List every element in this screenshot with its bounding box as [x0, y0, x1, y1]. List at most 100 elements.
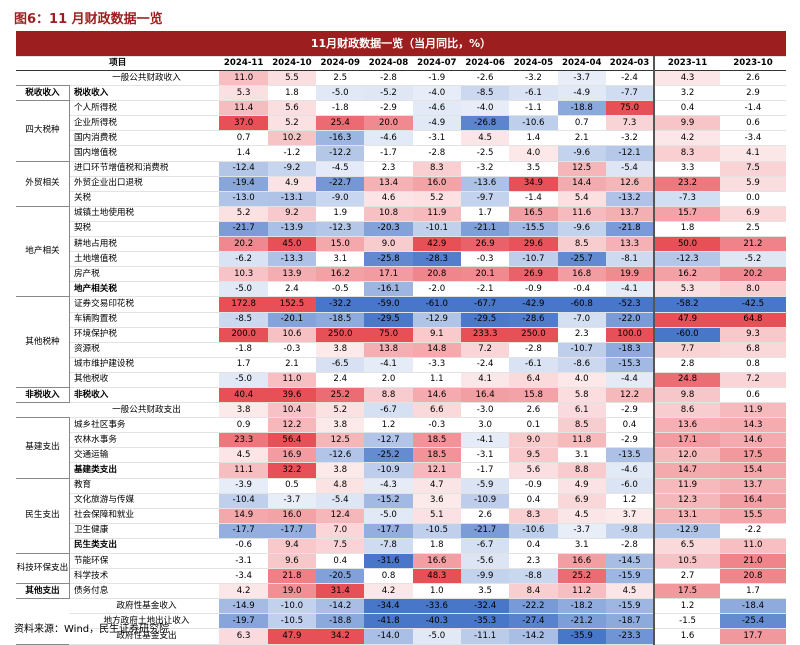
value-cell: 16.6 — [412, 552, 461, 570]
value-cell: -4.0 — [460, 100, 510, 117]
value-cell: -4.6 — [412, 100, 461, 117]
value-cell: 6.1 — [557, 402, 606, 419]
value-cell: 0.7 — [557, 115, 606, 132]
value-cell: 11.1 — [219, 462, 268, 479]
table-row: 地产相关税 -5.0 2.4 -0.5 -16.1 -2.0 -2.1 -0.9 -0.4 -4.… — [16, 281, 786, 298]
value-cell: 75.0 — [605, 100, 655, 117]
value-cell: 10.4 — [267, 402, 317, 419]
value-cell: -17.7 — [219, 523, 268, 539]
value-cell: 26.9 — [509, 266, 558, 283]
value-cell: -1.8 — [219, 342, 268, 358]
value-cell: -25.4 — [719, 613, 786, 630]
value-cell: 3.0 — [460, 417, 510, 434]
group-label: 税收收入 — [16, 85, 70, 102]
value-cell: 13.8 — [364, 342, 413, 358]
value-cell: -12.3 — [316, 221, 365, 238]
value-cell: 39.6 — [267, 386, 317, 404]
table-body: 11月财政数据一览（当月同比，%） 项目 2024-11 2024-10 2024-0… — [16, 31, 786, 645]
value-cell: -12.2 — [316, 145, 365, 162]
value-cell: 16.5 — [509, 205, 558, 222]
value-cell: -5.0 — [364, 508, 413, 524]
value-cell: 2.5 — [316, 69, 365, 87]
column-header: 2024-09 — [316, 56, 365, 71]
value-cell: 4.0 — [509, 145, 558, 162]
value-cell: 5.2 — [219, 205, 268, 222]
value-cell: 1.8 — [412, 538, 461, 555]
value-cell: -12.1 — [605, 145, 655, 162]
value-cell: 17.1 — [364, 266, 413, 283]
value-cell: -3.7 — [557, 523, 606, 539]
value-cell: 3.3 — [653, 160, 720, 177]
value-cell: 2.7 — [653, 568, 720, 585]
value-cell: 8.8 — [364, 386, 413, 404]
value-cell: 2.3 — [509, 552, 558, 570]
value-cell: -10.4 — [219, 493, 268, 509]
value-cell: 21.0 — [719, 552, 786, 570]
value-cell: -12.3 — [653, 251, 720, 268]
value-cell: 3.5 — [460, 583, 510, 600]
table-row: 税收收入 税收收入 5.3 1.8 -5.0 -5.2 -4.0 -8.5 -6.1 -4.9 -7… — [16, 85, 786, 102]
value-cell: 0.8 — [719, 357, 786, 373]
value-cell: -0.3 — [460, 251, 510, 268]
value-cell: 5.6 — [267, 100, 317, 117]
value-cell: 1.7 — [219, 357, 268, 373]
column-header: 2023-11 — [653, 56, 720, 71]
column-header: 2024-08 — [364, 56, 413, 71]
item-label: 教育 — [69, 477, 220, 494]
value-cell: 14.8 — [412, 342, 461, 358]
value-cell: 75.0 — [364, 327, 413, 343]
value-cell: 56.4 — [267, 432, 317, 449]
value-cell: 4.2 — [364, 583, 413, 600]
value-cell: -61.0 — [412, 296, 461, 313]
value-cell: 19.9 — [605, 266, 655, 283]
value-cell: -12.9 — [653, 523, 720, 539]
table-row: 外贸相关 进口环节增值税和消费税 -12.4 -9.2 -4.5 2.3 8.3 -3.2 3.… — [16, 160, 786, 207]
value-cell: 9.1 — [412, 327, 461, 343]
value-cell: 14.6 — [412, 386, 461, 404]
value-cell: 0.5 — [267, 477, 317, 494]
value-cell: 13.6 — [653, 417, 720, 434]
value-cell: -5.2 — [719, 251, 786, 268]
value-cell: 13.4 — [364, 176, 413, 192]
value-cell: -2.6 — [460, 69, 510, 87]
value-cell: 5.2 — [412, 191, 461, 207]
source: 资料来源：Wind，民生证券研究院 — [14, 624, 170, 635]
value-cell: 9.3 — [719, 327, 786, 343]
value-cell: 0.4 — [509, 493, 558, 509]
value-cell: -3.7 — [557, 69, 606, 87]
table-row: 基建支出 城乡社区事务 0.9 12.2 3.8 1.2 -0.3 3.0 0.1 8.5 0.4 1… — [16, 417, 786, 479]
value-cell: -40.3 — [412, 613, 461, 630]
value-cell: -10.6 — [509, 523, 558, 539]
value-cell: 8.3 — [509, 508, 558, 524]
value-cell: -31.6 — [364, 552, 413, 570]
value-cell: 18.5 — [412, 432, 461, 449]
table-row: 卫生健康 -17.7 -17.7 7.0 -17.7 -10.5 -21.7 -10.6 -3.… — [16, 523, 786, 539]
value-cell: 3.1 — [316, 251, 365, 268]
table-row: 四大税种 个人所得税 11.4 5.6 -1.8 -2.9 -4.6 -4.0 -1.1 -18.… — [16, 100, 786, 162]
value-cell: 9.0 — [509, 432, 558, 449]
value-cell: 7.0 — [316, 523, 365, 539]
value-cell: 4.9 — [267, 176, 317, 192]
value-cell: 6.9 — [719, 205, 786, 222]
item-label: 个人所得税 — [69, 100, 220, 117]
value-cell: -13.6 — [460, 176, 510, 192]
value-cell: 2.4 — [316, 372, 365, 388]
value-cell: 0.0 — [719, 191, 786, 207]
value-cell: 14.9 — [219, 508, 268, 524]
value-cell: -2.4 — [460, 357, 510, 373]
value-cell: -4.6 — [605, 462, 655, 479]
value-cell: -2.8 — [412, 145, 461, 162]
value-cell: -10.6 — [509, 115, 558, 132]
table-row: 车辆购置税 -8.5 -20.1 -18.5 -29.5 -12.9 -29.5 -28.6-… — [16, 312, 786, 328]
value-cell: -13.1 — [267, 191, 317, 207]
value-cell: -9.6 — [557, 221, 606, 238]
column-header: 2024-11 — [219, 56, 268, 71]
value-cell: 3.7 — [605, 508, 655, 524]
value-cell: 9.9 — [653, 115, 720, 132]
value-cell: -0.5 — [316, 281, 365, 298]
item-label: 城市维护建设税 — [69, 357, 220, 373]
table-row: 环境保护税 200.0 10.6 250.0 75.0 9.1 233.3 250.0 2.3 1… — [16, 327, 786, 343]
value-cell: -9.8 — [605, 523, 655, 539]
value-cell: 1.0 — [412, 583, 461, 600]
value-cell: 1.4 — [509, 130, 558, 147]
